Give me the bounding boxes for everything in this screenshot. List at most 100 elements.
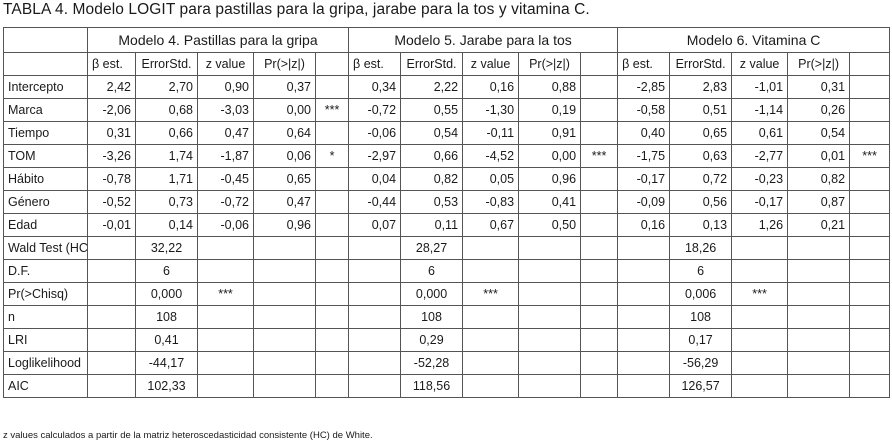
significance-cell (462, 328, 520, 352)
empty-cell (617, 351, 671, 375)
statistic-value: 108 (400, 305, 464, 329)
corner-cell (3, 27, 88, 53)
empty-cell (787, 351, 851, 375)
statistic-row: Wald Test (HC) (Chisq) 32,22 28,27 18,26 (3, 236, 891, 260)
empty-cell (787, 374, 851, 398)
row-label: Pr(>Chisq) (3, 282, 88, 306)
value-cell: 0,13 (669, 213, 733, 237)
empty-cell (580, 374, 619, 398)
statistic-value: 102,33 (135, 374, 198, 398)
statistic-value: 126,57 (669, 374, 733, 398)
statistic-value: 0,006 (669, 282, 733, 306)
value-cell: 0,40 (617, 121, 671, 145)
empty-cell (580, 282, 619, 306)
empty-cell (87, 259, 136, 283)
significance-cell (462, 351, 520, 375)
value-cell: 0,96 (253, 213, 316, 237)
value-cell: 0,26 (787, 98, 851, 122)
significance-cell (314, 213, 350, 237)
statistic-value: 18,26 (669, 236, 733, 260)
value-cell: 0,41 (518, 190, 582, 214)
empty-cell (314, 282, 350, 306)
column-header: Pr(>|z|) (253, 52, 316, 76)
statistic-value: -52,28 (400, 351, 464, 375)
empty-cell (580, 328, 619, 352)
significance-cell (580, 190, 619, 214)
value-cell: 0,14 (135, 213, 198, 237)
column-header: β est. (617, 52, 671, 76)
row-label: Edad (3, 213, 88, 237)
value-cell: 0,54 (400, 121, 464, 145)
value-cell: 0,67 (462, 213, 520, 237)
statistic-row: LRI 0,41 0,29 0,17 (3, 328, 891, 352)
column-header: z value (197, 52, 254, 76)
value-cell: 0,16 (462, 75, 520, 99)
empty-cell (849, 305, 891, 329)
empty-cell (849, 259, 891, 283)
column-header: z value (731, 52, 789, 76)
row-label: Loglikelihood (3, 351, 88, 375)
value-cell: 0,88 (518, 75, 582, 99)
empty-cell (87, 282, 136, 306)
empty-cell (348, 259, 402, 283)
model-header-6: Modelo 6. Vitamina C (617, 27, 891, 53)
empty-cell (314, 236, 350, 260)
empty-cell (87, 351, 136, 375)
significance-cell (314, 167, 350, 191)
significance-cell: *** (197, 282, 254, 306)
value-cell: 0,82 (787, 167, 851, 191)
value-cell: -2,06 (87, 98, 136, 122)
value-cell: 2,22 (400, 75, 464, 99)
empty-cell (849, 236, 891, 260)
empty-cell (617, 305, 671, 329)
value-cell: 0,21 (787, 213, 851, 237)
value-cell: -1,30 (462, 98, 520, 122)
value-cell: 0,54 (787, 121, 851, 145)
statistic-value: 6 (400, 259, 464, 283)
significance-cell (580, 121, 619, 145)
value-cell: 0,00 (518, 144, 582, 168)
value-cell: 0,16 (617, 213, 671, 237)
empty-cell (787, 305, 851, 329)
coef-row: Tiempo 0,31 0,66 0,47 0,64 -0,06 0,54 -0,11 0,91… (3, 121, 891, 145)
value-cell: -0,17 (617, 167, 671, 191)
row-label: n (3, 305, 88, 329)
empty-cell (580, 236, 619, 260)
statistic-row: AIC 102,33 118,56 126,57 (3, 374, 891, 398)
value-cell: -1,75 (617, 144, 671, 168)
logit-results-table: Modelo 4. Pastillas para la gripa Modelo … (3, 27, 891, 398)
value-cell: 0,31 (787, 75, 851, 99)
significance-cell: *** (314, 98, 350, 122)
value-cell: 0,66 (135, 121, 198, 145)
column-header: Pr(>|z|) (787, 52, 851, 76)
significance-cell (462, 259, 520, 283)
value-cell: -0,06 (197, 213, 254, 237)
empty-cell (580, 351, 619, 375)
coef-row: Edad -0,01 0,14 -0,06 0,96 0,07 0,11 0,67 0,50 0,… (3, 213, 891, 237)
sig-header (849, 52, 891, 76)
statistic-value: 118,56 (400, 374, 464, 398)
corner-cell (3, 52, 88, 76)
statistic-value: 0,000 (400, 282, 464, 306)
significance-cell (314, 75, 350, 99)
empty-cell (314, 328, 350, 352)
coef-row: Hábito -0,78 1,71 -0,45 0,65 0,04 0,82 0,05 0,96… (3, 167, 891, 191)
empty-cell (580, 305, 619, 329)
empty-cell (314, 259, 350, 283)
model-header-row: Modelo 4. Pastillas para la gripa Modelo … (3, 27, 891, 53)
significance-cell (462, 374, 520, 398)
value-cell: -0,23 (731, 167, 789, 191)
statistic-value: 6 (135, 259, 198, 283)
value-cell: 0,96 (518, 167, 582, 191)
column-header: ErrorStd. (400, 52, 464, 76)
statistic-value: 28,27 (400, 236, 464, 260)
value-cell: -1,01 (731, 75, 789, 99)
statistic-value: 32,22 (135, 236, 198, 260)
value-cell: 1,26 (731, 213, 789, 237)
value-cell: -0,44 (348, 190, 402, 214)
significance-cell: *** (731, 282, 789, 306)
significance-cell (731, 236, 789, 260)
significance-cell (462, 236, 520, 260)
value-cell: 1,71 (135, 167, 198, 191)
value-cell: 0,64 (253, 121, 316, 145)
